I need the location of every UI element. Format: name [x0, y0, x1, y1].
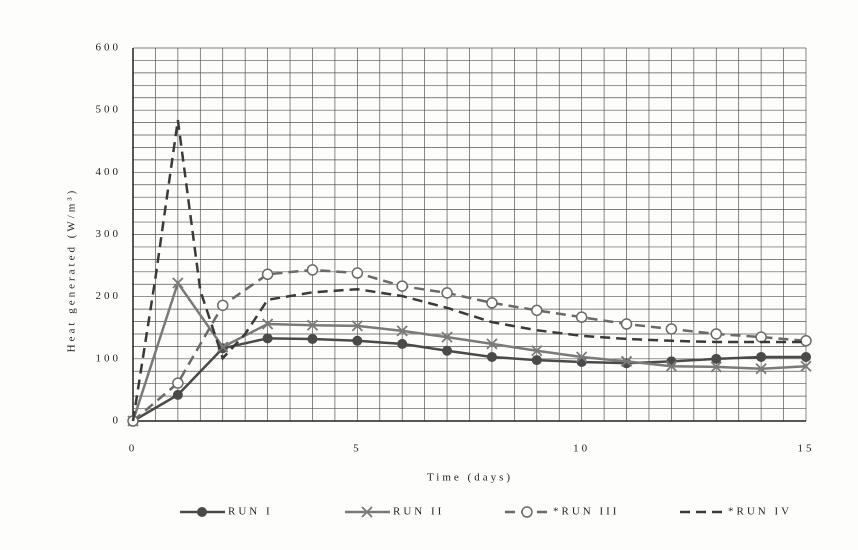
marker: [800, 360, 812, 372]
marker: [441, 287, 453, 299]
marker: [172, 277, 184, 289]
marker: [442, 345, 453, 356]
marker: [575, 311, 588, 323]
marker: [531, 355, 542, 366]
marker: [172, 377, 184, 389]
marker: [306, 319, 319, 331]
marker: [486, 351, 497, 362]
legend-marker: [361, 506, 373, 518]
marker: [756, 351, 767, 362]
marker: [397, 338, 408, 349]
legend-marker: [197, 507, 207, 517]
y-axis-label: Heat generated (W/m³): [66, 188, 78, 353]
marker: [576, 351, 588, 363]
marker: [306, 264, 319, 276]
x-tick-label: 0: [129, 443, 138, 455]
marker: [665, 323, 678, 335]
marker: [261, 318, 274, 330]
series-line: [132, 337, 806, 423]
marker: [755, 363, 767, 375]
marker: [665, 360, 678, 372]
marker: [800, 335, 812, 347]
legend-label: *RUN III: [553, 506, 619, 518]
marker: [620, 318, 633, 330]
y-tick-label: 600: [96, 42, 122, 54]
y-tick-label: 500: [96, 104, 122, 116]
marker: [710, 361, 722, 373]
marker: [710, 328, 723, 340]
marker: [172, 389, 183, 400]
x-tick-label: 15: [798, 443, 815, 455]
y-tick-label: 200: [96, 290, 122, 302]
legend-marker: [521, 506, 533, 518]
marker: [531, 304, 543, 317]
marker: [396, 325, 408, 337]
series-line: [132, 268, 807, 422]
x-tick-label: 5: [353, 443, 362, 455]
x-tick-label: 10: [573, 443, 590, 455]
y-tick-label: 400: [96, 166, 122, 178]
marker: [216, 299, 229, 312]
y-tick-label: 300: [96, 228, 122, 240]
marker: [396, 280, 408, 292]
marker: [711, 353, 722, 364]
y-tick-label: 0: [113, 415, 122, 427]
marker: [801, 351, 811, 362]
marker: [441, 331, 453, 343]
marker: [351, 320, 363, 332]
legend-label: RUN I: [228, 506, 273, 518]
marker: [531, 345, 543, 357]
marker: [486, 338, 498, 350]
marker: [307, 333, 318, 344]
legend-label: *RUN IV: [728, 506, 792, 518]
series-line: [131, 119, 806, 422]
marker: [352, 335, 363, 346]
marker: [486, 297, 498, 309]
marker: [755, 331, 767, 343]
marker: [620, 355, 633, 367]
marker: [217, 341, 229, 353]
marker: [262, 333, 273, 344]
x-axis-label: Time (days): [427, 472, 513, 484]
marker: [351, 267, 364, 279]
marker: [621, 358, 632, 369]
y-tick-label: 100: [96, 352, 122, 364]
marker: [261, 268, 274, 281]
legend-label: RUN II: [393, 506, 444, 518]
